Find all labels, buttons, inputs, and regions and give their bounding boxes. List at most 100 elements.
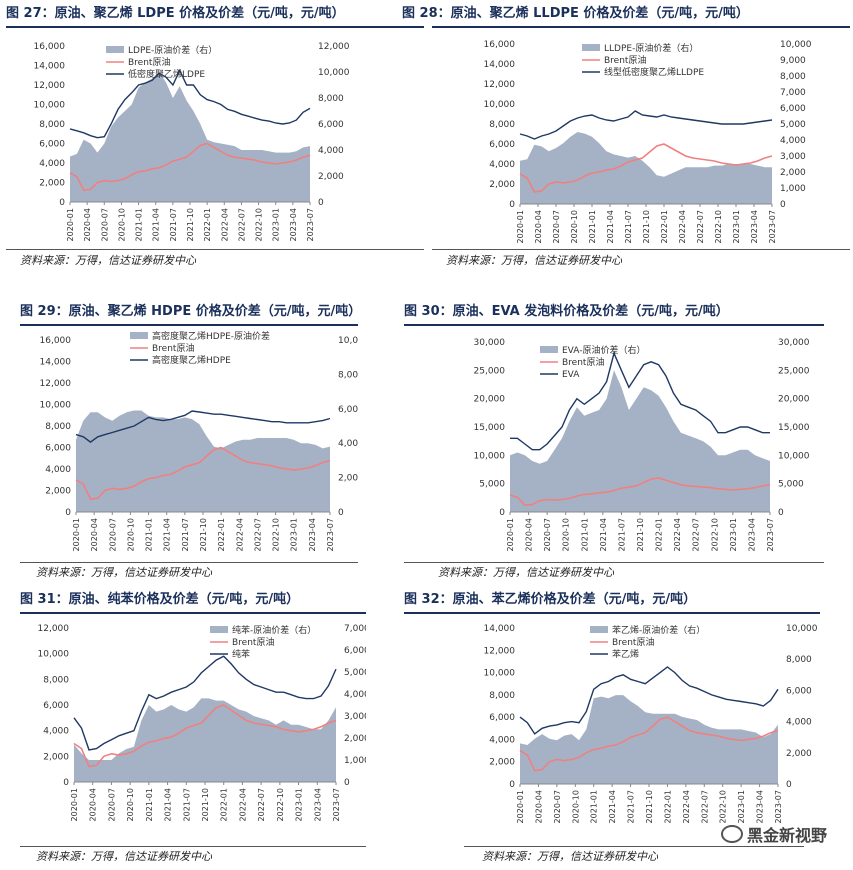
left-tick-label: 10,000 — [484, 669, 516, 679]
x-tick-label: 2020-01 — [70, 788, 79, 821]
x-tick-label: 2021-04 — [599, 518, 608, 551]
legend-label: Brent原油 — [152, 342, 194, 354]
wechat-icon — [720, 825, 743, 843]
left-tick-label: 12,000 — [484, 646, 516, 656]
right-tick-label: 3,000 — [780, 152, 806, 162]
brent-line — [75, 446, 331, 500]
x-tick-label: 2020-04 — [534, 210, 543, 243]
x-tick-label: 2020-07 — [108, 518, 117, 551]
x-tick-label: 2021-07 — [181, 518, 190, 551]
legend-label: 苯乙烯 — [612, 648, 639, 660]
x-tick-label: 2021-01 — [588, 210, 597, 243]
x-tick-label: 2022-07 — [253, 518, 262, 551]
left-tick-label: 14,000 — [484, 60, 516, 70]
x-tick-label: 2023-04 — [308, 518, 317, 551]
x-tick-label: 2021-07 — [182, 788, 191, 821]
left-tick-label: 0 — [65, 508, 71, 518]
title-rule — [404, 324, 824, 326]
x-tick-label: 2021-07 — [627, 790, 636, 823]
right-tick-label: 6,000 — [344, 646, 366, 656]
right-tick-label: 9,000 — [780, 56, 806, 66]
x-tick-label: 2021-10 — [186, 208, 195, 241]
left-tick-label: 6,000 — [45, 444, 71, 454]
legend-label: LLDPE-原油价差（右） — [604, 42, 698, 54]
x-tick-label: 2020-04 — [89, 788, 98, 821]
x-tick-label: 2022-04 — [220, 208, 229, 241]
x-tick-label: 2022-04 — [682, 790, 691, 823]
source-note: 资料来源：万得，信达证券研发中心 — [446, 254, 622, 267]
legend-swatch — [540, 346, 558, 353]
left-tick-label: 16,000 — [34, 42, 66, 52]
x-tick-label: 2022-04 — [678, 210, 687, 243]
left-tick-label: 8,000 — [45, 422, 71, 432]
x-tick-label: 2023-04 — [756, 790, 765, 823]
left-tick-label: 4,000 — [489, 160, 515, 170]
right-tick-label: 3,000 — [344, 712, 366, 722]
source-note: 资料来源：万得，信达证券研发中心 — [36, 850, 212, 863]
spread-area — [74, 698, 336, 782]
x-tick-label: 2022-10 — [710, 518, 719, 551]
product-line — [69, 68, 311, 139]
right-tick-label: 25,000 — [778, 366, 810, 376]
title-rule — [432, 26, 850, 28]
chart-title: 图 30：原油、EVA 发泡料价格及价差（元/吨，元/吨） — [404, 304, 729, 319]
x-tick-label: 2020-10 — [126, 518, 135, 551]
legend-label: Brent原油 — [604, 54, 646, 66]
x-tick-label: 2021-01 — [145, 788, 154, 821]
x-tick-label: 2020-07 — [543, 518, 552, 551]
chart-title: 图 27：原油、聚乙烯 LDPE 价格及价差（元/吨，元/吨） — [6, 6, 345, 21]
right-tick-label: 5,000 — [780, 120, 806, 130]
right-tick-label: 10,000 — [780, 40, 812, 50]
legend-label: 纯苯 — [232, 648, 250, 660]
right-tick-label: 8,000 — [780, 72, 806, 82]
left-tick-label: 14,000 — [40, 358, 72, 368]
x-tick-label: 2021-04 — [608, 790, 617, 823]
x-tick-label: 2020-01 — [516, 210, 525, 243]
legend-label: 线型低密度聚乙烯LLDPE — [604, 66, 704, 78]
left-tick-label: 4,000 — [45, 465, 71, 475]
left-tick-label: 14,000 — [484, 624, 516, 634]
left-tick-label: 12,000 — [38, 624, 70, 634]
x-tick-label: 2022-10 — [719, 790, 728, 823]
x-tick-label: 2023-01 — [732, 210, 741, 243]
legend-label: Brent原油 — [128, 56, 170, 68]
legend-label: Brent原油 — [232, 636, 274, 648]
x-tick-label: 2023-01 — [737, 790, 746, 823]
legend-label: LDPE-原油价差（右） — [128, 44, 217, 56]
legend-swatch — [590, 626, 608, 633]
x-tick-label: 2023-07 — [306, 208, 315, 241]
right-tick-label: 30,000 — [778, 338, 810, 348]
x-tick-label: 2021-01 — [145, 518, 154, 551]
chart-svg: 0 2,000 4,000 6,000 8,000 10,000 12,000 14,000 1… — [484, 40, 812, 243]
left-tick-label: 2,000 — [39, 179, 65, 189]
x-tick-label: 2023-04 — [313, 788, 322, 821]
x-tick-label: 2021-10 — [201, 788, 210, 821]
source-rule — [404, 562, 824, 563]
right-tick-label: 15,000 — [778, 423, 810, 433]
product-line — [510, 351, 770, 451]
left-tick-label: 10,000 — [38, 650, 70, 660]
left-tick-label: 6,000 — [39, 140, 65, 150]
product-line — [519, 110, 773, 140]
source-rule — [432, 249, 850, 250]
right-tick-label: 2,000 — [338, 474, 358, 484]
x-tick-label: 2020-01 — [516, 790, 525, 823]
left-tick-label: 8,000 — [43, 675, 69, 685]
right-tick-label: 5,000 — [344, 668, 366, 678]
source-note: 资料来源：万得，信达证券研发中心 — [482, 850, 658, 863]
left-tick-label: 0 — [59, 198, 65, 208]
x-tick-label: 2020-04 — [90, 518, 99, 551]
watermark: 黑金新视野 — [720, 822, 827, 846]
left-tick-label: 10,000 — [34, 101, 66, 111]
x-tick-label: 2020-01 — [72, 518, 81, 551]
right-tick-label: 7,000 — [780, 88, 806, 98]
x-tick-label: 2023-07 — [774, 790, 783, 823]
watermark-text: 黑金新视野 — [746, 826, 827, 845]
right-tick-label: 6,000 — [338, 405, 358, 415]
spread-area — [76, 410, 330, 512]
x-tick-label: 2021-10 — [636, 518, 645, 551]
left-tick-label: 15,000 — [474, 423, 506, 433]
spread-area — [70, 72, 310, 202]
left-tick-label: 4,000 — [489, 735, 515, 745]
left-tick-label: 2,000 — [489, 758, 515, 768]
